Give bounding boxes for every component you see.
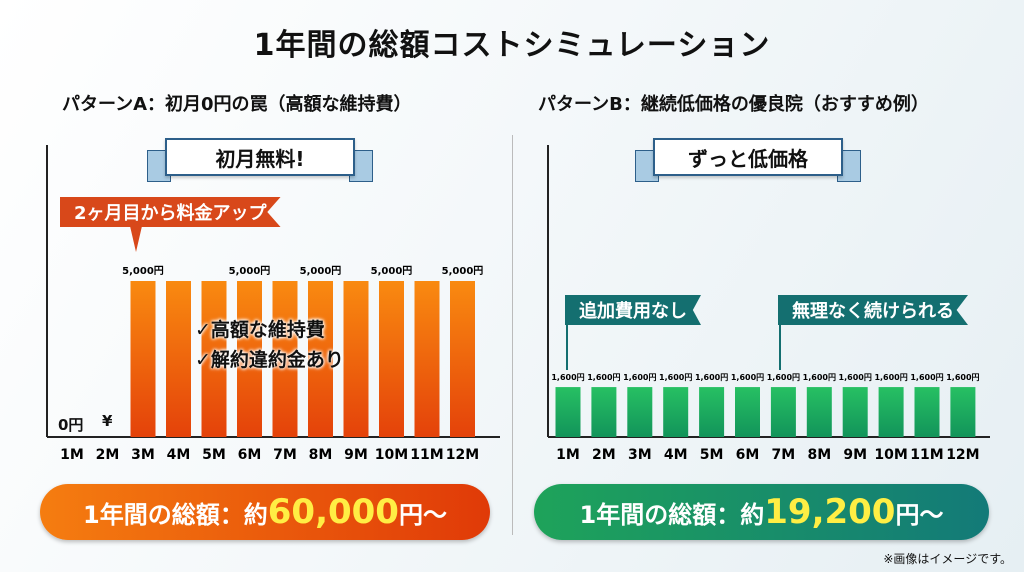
- x-tick-label: 4M: [664, 447, 688, 463]
- pattern-b-heading: パターンB：継続低価格の優良院（おすすめ例）: [538, 94, 929, 115]
- data-label: 1,600円: [587, 373, 620, 382]
- bar-1M: [555, 387, 581, 437]
- x-tick-label: 5M: [202, 447, 226, 463]
- bar-9M: [842, 387, 868, 437]
- x-tick-label: 6M: [238, 447, 262, 463]
- bar-8M: [308, 281, 333, 437]
- data-label: 5,000円: [300, 265, 342, 277]
- callout-pointer: [566, 324, 568, 370]
- total-value: 19,200: [764, 492, 896, 532]
- bar-9M: [343, 281, 369, 437]
- divider: [512, 135, 513, 535]
- x-tick-label: 11M: [910, 447, 943, 463]
- x-tick-label: 9M: [344, 447, 368, 463]
- x-tick-label: 4M: [167, 447, 191, 463]
- data-label: 1,600円: [839, 373, 872, 382]
- data-label: 1,600円: [910, 373, 943, 382]
- total-prefix: 1年間の総額：約: [579, 500, 765, 529]
- x-tick-label: 1M: [60, 447, 84, 463]
- data-label: 1,600円: [623, 373, 656, 382]
- bar-2M: [591, 387, 617, 437]
- pattern-a-heading: パターンA：初月0円の罠（高額な維持費）: [62, 94, 412, 115]
- pattern-a-checks: ✓高額な維持費 ✓解約違約金あり: [195, 315, 344, 375]
- x-tick-label: 2M: [96, 447, 120, 463]
- bar-3M: [627, 387, 653, 437]
- data-label: 5,000円: [442, 265, 484, 277]
- chart-pattern-b: 1,600円 1M 1,600円 2M 1,600円 3M 1,600円 4M 1,600円 5M…: [547, 145, 990, 463]
- data-label: 5,000円: [229, 265, 271, 277]
- pattern-b-callout-1: 追加費用なし: [565, 295, 701, 325]
- data-label: 1,600円: [659, 373, 692, 382]
- x-tick-label: 12M: [946, 447, 979, 463]
- bar-10M: [878, 387, 904, 437]
- bar-7M: [272, 281, 298, 437]
- x-tick-label: 12M: [446, 447, 479, 463]
- data-label: 1,600円: [874, 373, 907, 382]
- x-tick-label: 1M: [556, 447, 580, 463]
- pattern-b-ribbon: ずっと低価格: [635, 138, 861, 182]
- bar-8M: [806, 387, 832, 437]
- bar-5M: [201, 281, 227, 437]
- x-tick-label: 7M: [273, 447, 297, 463]
- bar-7M: [770, 387, 796, 437]
- x-tick-label: 5M: [700, 447, 724, 463]
- x-tick-label: 2M: [592, 447, 616, 463]
- check-item: ✓解約違約金あり: [195, 349, 344, 371]
- pattern-b-total: 1年間の総額：約 19,200 円〜: [534, 484, 989, 540]
- x-tick-label: 8M: [807, 447, 831, 463]
- total-value: 60,000: [267, 492, 399, 532]
- pattern-a-total: 1年間の総額：約 60,000 円〜: [40, 484, 490, 540]
- pattern-a-callout: 2ヶ月目から料金アップ: [60, 197, 281, 227]
- bar-3M: [130, 281, 156, 437]
- bar-6M: [735, 387, 760, 437]
- total-suffix: 円〜: [398, 500, 447, 529]
- x-tick-label: 6M: [736, 447, 760, 463]
- bar-11M: [414, 281, 440, 437]
- x-tick-label: 10M: [375, 447, 408, 463]
- data-label: 1,600円: [695, 373, 728, 382]
- callout-pointer: [130, 226, 142, 252]
- ribbon-label: 初月無料!: [215, 146, 305, 171]
- x-tick-label: 9M: [843, 447, 867, 463]
- x-tick-label: 7M: [772, 447, 796, 463]
- page-title: 1年間の総額コストシミュレーション: [253, 28, 771, 63]
- data-label: 5,000円: [122, 265, 164, 277]
- callout-pointer: [779, 324, 781, 370]
- bar-6M: [237, 281, 262, 437]
- x-tick-label: 3M: [628, 447, 652, 463]
- bar-10M: [379, 281, 404, 437]
- total-prefix: 1年間の総額：約: [83, 500, 268, 529]
- ribbon-label: ずっと低価格: [688, 146, 808, 171]
- bar-12M: [450, 281, 475, 437]
- bar-5M: [699, 387, 725, 437]
- data-label: 1,600円: [731, 373, 764, 382]
- data-label: 5,000円: [371, 265, 413, 277]
- data-label: 1,600円: [803, 373, 836, 382]
- pattern-b-callout-2: 無理なく続けられる: [778, 295, 968, 325]
- bar-11M: [914, 387, 940, 437]
- x-tick-label: 10M: [874, 447, 907, 463]
- disclaimer-note: ※画像はイメージです。: [883, 552, 1012, 566]
- chart-pattern-a: 1M 2M 5,000円 3M 4M 5M 5,000円 6M 7M 5,000円 8M 9M 5,00…: [46, 145, 500, 463]
- total-suffix: 円〜: [895, 500, 944, 529]
- bar-12M: [950, 387, 976, 437]
- data-label: 1,600円: [551, 373, 584, 382]
- zero-label: 0円: [58, 416, 84, 434]
- yen-label: ¥: [102, 412, 113, 430]
- x-tick-label: 8M: [309, 447, 333, 463]
- x-tick-label: 11M: [410, 447, 443, 463]
- data-label: 1,600円: [946, 373, 979, 382]
- bar-4M: [166, 281, 191, 437]
- bar-4M: [663, 387, 689, 437]
- data-label: 1,600円: [767, 373, 800, 382]
- check-item: ✓高額な維持費: [195, 319, 325, 341]
- x-tick-label: 3M: [131, 447, 155, 463]
